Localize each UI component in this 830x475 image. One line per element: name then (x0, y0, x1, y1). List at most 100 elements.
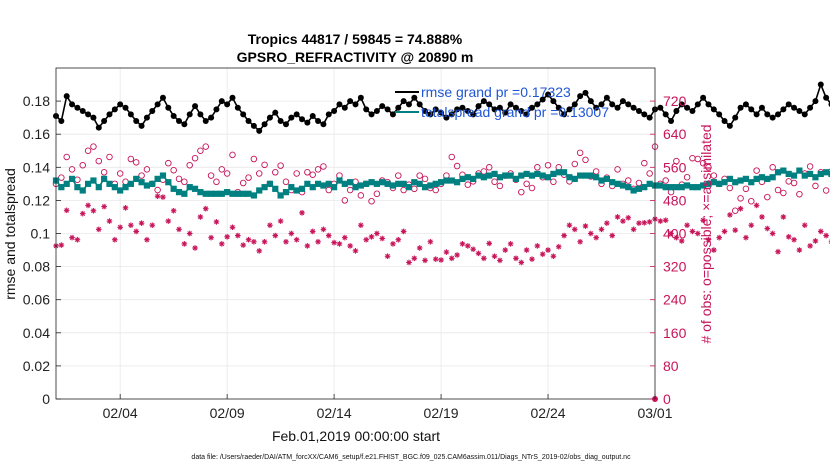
obs-possible-marker (175, 175, 183, 183)
rmse-point (165, 104, 172, 111)
chart-title-line1: Tropics 44817 / 59845 = 74.888% (248, 31, 463, 47)
x-tick-label: 02/04 (103, 405, 138, 421)
totalspread-point (421, 184, 429, 191)
totalspread-point (823, 169, 830, 176)
totalspread-point (454, 179, 461, 186)
rmse-point (133, 117, 140, 124)
totalspread-point (224, 189, 231, 196)
obs-assimilated-marker (213, 219, 220, 225)
totalspread-point (84, 180, 92, 187)
totalspread-point (662, 184, 669, 191)
obs-possible-marker (641, 159, 648, 167)
obs-assimilated-marker (598, 226, 605, 233)
totalspread-point (138, 179, 145, 186)
obs-assimilated-marker (138, 220, 145, 226)
rmse-point (475, 103, 482, 110)
obs-assimilated-marker (711, 247, 717, 253)
obs-assimilated-marker (593, 234, 599, 241)
rmse-point (577, 93, 584, 100)
rmse-point (438, 109, 445, 116)
totalspread-point (159, 172, 167, 179)
rmse-point (186, 111, 193, 118)
totalspread-point (309, 184, 316, 191)
obs-assimilated-marker (807, 243, 813, 249)
obs-possible-marker (245, 174, 252, 181)
rmse-point (309, 112, 316, 119)
obs-possible-marker (346, 186, 354, 194)
obs-assimilated-marker (224, 234, 230, 240)
obs-assimilated-marker (764, 225, 771, 232)
rmse-point (598, 101, 605, 108)
obs-assimilated-marker (95, 226, 102, 233)
rmse-point (229, 94, 236, 101)
totalspread-point (165, 179, 172, 186)
obs-possible-marker (400, 186, 407, 194)
obs-possible-marker (421, 175, 429, 183)
rmse-point (288, 114, 295, 121)
obs-assimilated-marker (267, 222, 273, 229)
totalspread-point (801, 172, 808, 179)
totalspread-point (486, 172, 493, 179)
totalspread-point (566, 174, 573, 181)
rmse-point (737, 104, 744, 111)
totalspread-point (101, 175, 108, 182)
y-tick-label-left: 0.08 (23, 259, 50, 275)
obs-assimilated-marker (315, 238, 321, 245)
y-tick-label-right: 640 (663, 126, 687, 142)
obs-assimilated-marker (299, 210, 305, 216)
totalspread-point (737, 177, 744, 184)
totalspread-point (748, 179, 755, 186)
rmse-point (742, 101, 749, 108)
rmse-point (459, 104, 466, 111)
obs-assimilated-marker (320, 226, 327, 233)
totalspread-point (106, 180, 113, 187)
obs-possible-marker (491, 178, 498, 186)
rmse-point (411, 94, 418, 101)
obs-assimilated-marker (550, 253, 557, 260)
obs-assimilated-marker (235, 232, 241, 239)
obs-assimilated-marker (288, 230, 295, 237)
obs-assimilated-marker (218, 241, 225, 247)
obs-assimilated-marker (721, 228, 728, 235)
obs-assimilated-marker (534, 243, 541, 249)
rmse-point (405, 101, 412, 108)
obs-assimilated-marker (240, 242, 246, 248)
totalspread-point (667, 184, 675, 191)
obs-assimilated-marker (684, 222, 690, 229)
totalspread-point (347, 179, 354, 186)
obs-possible-marker (432, 186, 439, 194)
totalspread-point (448, 177, 455, 184)
totalspread-point (122, 184, 129, 191)
obs-possible-marker (662, 177, 669, 184)
obs-assimilated-marker (641, 219, 648, 226)
obs-assimilated-marker (448, 255, 455, 262)
rmse-point (507, 101, 514, 108)
obs-assimilated-marker (304, 243, 311, 249)
totalspread-point (657, 182, 664, 189)
obs-possible-marker (769, 164, 776, 171)
obs-assimilated-marker (202, 205, 209, 212)
obs-assimilated-marker (759, 214, 765, 220)
obs-assimilated-marker (732, 227, 739, 233)
obs-assimilated-marker (577, 238, 583, 245)
obs-assimilated-marker (154, 193, 161, 200)
totalspread-point (389, 182, 397, 189)
rmse-point (325, 111, 332, 118)
rmse-point (395, 104, 402, 111)
obs-possible-marker (229, 151, 236, 159)
obs-possible-marker (699, 159, 707, 167)
obs-possible-marker (485, 164, 493, 171)
obs-assimilated-marker (673, 234, 680, 241)
totalspread-point (753, 175, 760, 182)
totalspread-point (90, 177, 97, 184)
totalspread-point (443, 177, 450, 184)
obs-assimilated-marker (475, 250, 482, 257)
obs-assimilated-marker (785, 234, 792, 240)
obs-assimilated-marker (657, 218, 664, 224)
obs-assimilated-marker (186, 230, 193, 237)
rmse-point (625, 101, 632, 108)
rmse-point (705, 101, 712, 108)
totalspread-point (213, 190, 220, 197)
obs-possible-marker (95, 157, 103, 165)
